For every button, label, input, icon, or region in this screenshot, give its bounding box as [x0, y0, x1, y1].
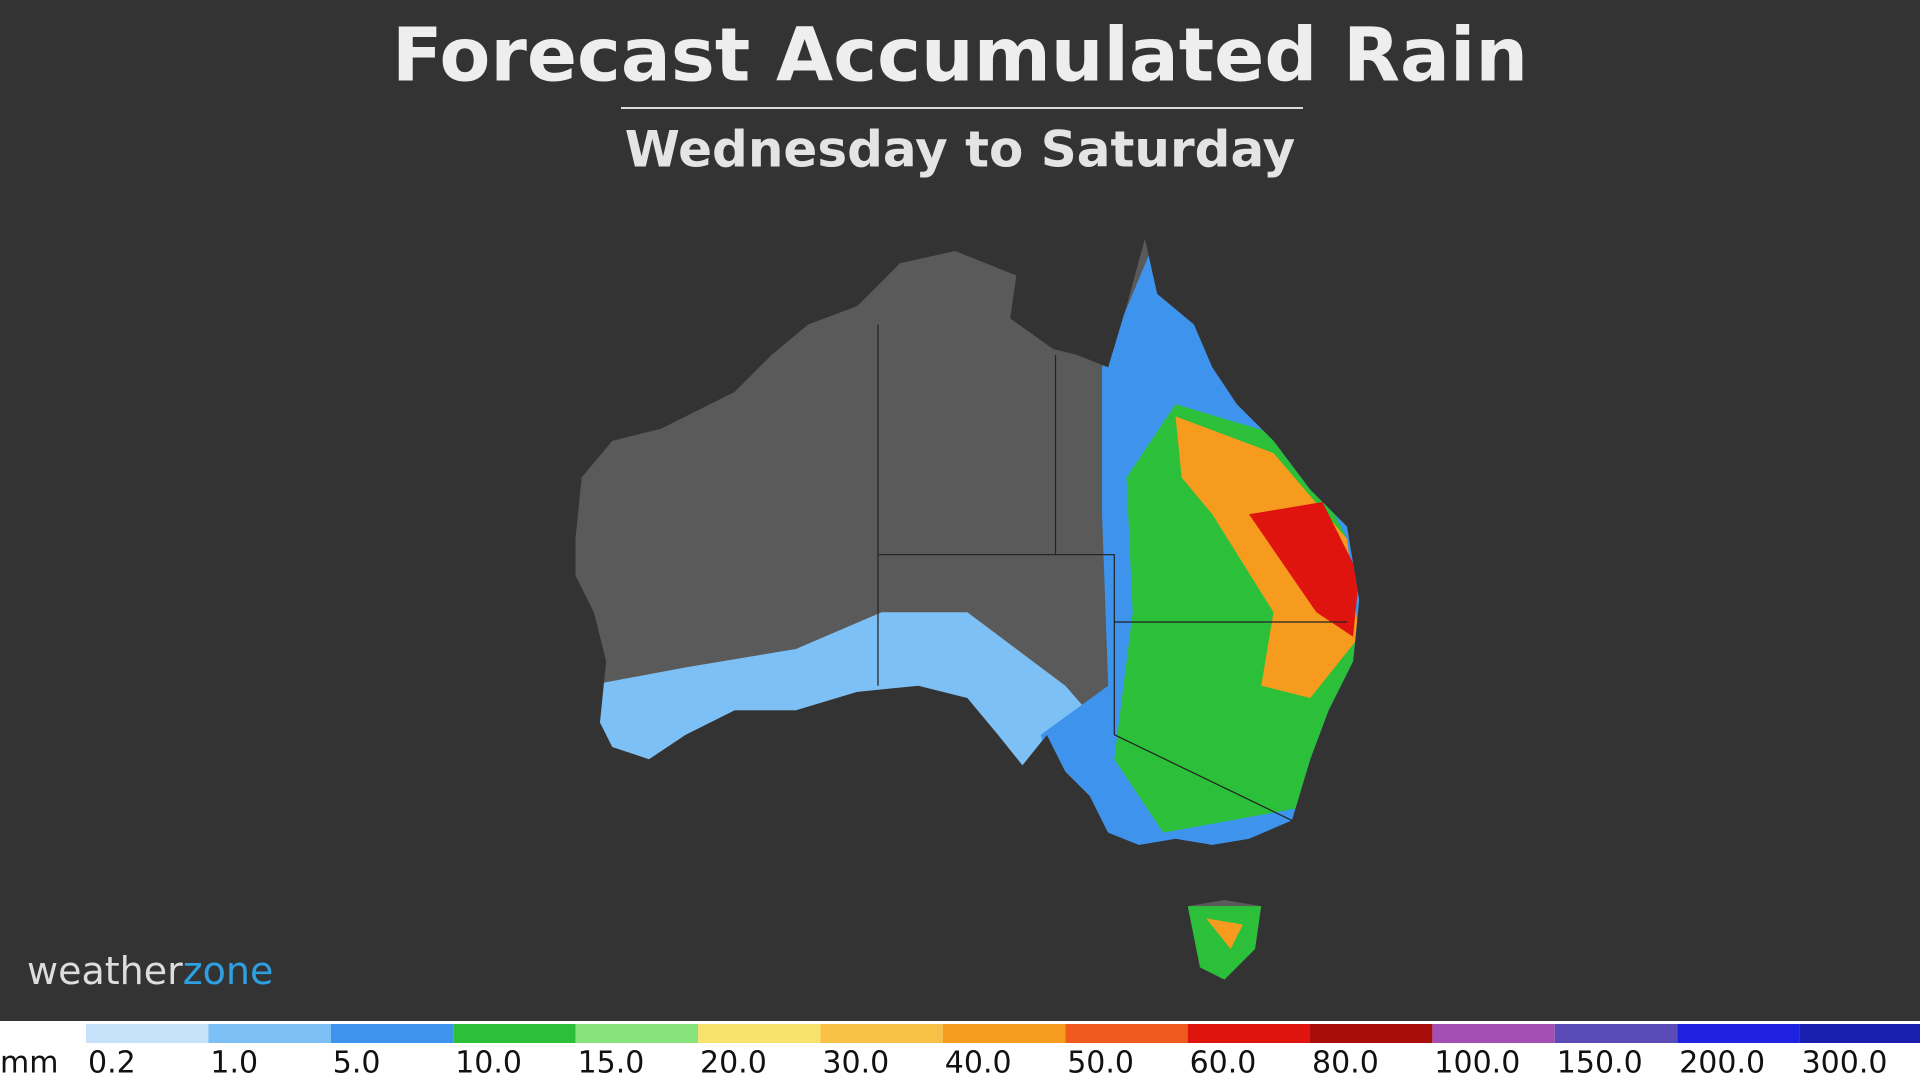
subtitle: Wednesday to Saturday — [625, 121, 1295, 179]
legend-swatch — [575, 1024, 698, 1043]
logo-part2: zone — [183, 949, 274, 993]
legend-unit: mm — [0, 1046, 58, 1080]
logo: weatherzone — [27, 949, 273, 993]
legend-swatch — [698, 1024, 821, 1043]
legend-swatch — [942, 1024, 1066, 1043]
legend-label: 0.2 — [88, 1046, 136, 1080]
state-borders — [877, 324, 1347, 821]
legend-swatch — [1554, 1024, 1678, 1043]
legend-swatch — [820, 1024, 943, 1043]
legend-swatch — [1065, 1024, 1188, 1043]
legend-label: 300.0 — [1802, 1046, 1888, 1080]
legend-swatch — [1310, 1024, 1433, 1043]
legend-label: 200.0 — [1679, 1046, 1765, 1080]
legend-label: 1.0 — [210, 1046, 258, 1080]
logo-part1: weather — [27, 949, 183, 993]
legend: 0.2 1.0 5.0 10.0 15.0 20.0 30.0 40.0 50.0 60.0 80.… — [86, 1024, 1920, 1080]
legend-label: 10.0 — [455, 1046, 522, 1080]
legend-label: 100.0 — [1434, 1046, 1520, 1080]
legend-swatch — [1677, 1024, 1800, 1043]
legend-label: 50.0 — [1067, 1046, 1134, 1080]
legend-label: 80.0 — [1312, 1046, 1379, 1080]
legend-swatch — [1799, 1024, 1920, 1043]
rain-orange — [1175, 416, 1360, 698]
legend-swatch — [1432, 1024, 1555, 1043]
legend-swatch — [1187, 1024, 1310, 1043]
legend-label: 40.0 — [945, 1046, 1012, 1080]
legend-label: 20.0 — [700, 1046, 767, 1080]
legend-label: 30.0 — [822, 1046, 889, 1080]
legend-label: 60.0 — [1190, 1046, 1257, 1080]
legend-label: 15.0 — [578, 1046, 645, 1080]
title: Forecast Accumulated Rain — [392, 13, 1528, 99]
legend-label: 5.0 — [333, 1046, 381, 1080]
rain-tasmania-core — [1206, 918, 1243, 949]
legend-label: 150.0 — [1557, 1046, 1643, 1080]
legend-swatch — [208, 1024, 331, 1043]
legend-swatch — [86, 1024, 209, 1043]
legend-swatch — [330, 1024, 454, 1043]
rain-red — [1248, 502, 1360, 637]
legend-swatch — [453, 1024, 576, 1043]
